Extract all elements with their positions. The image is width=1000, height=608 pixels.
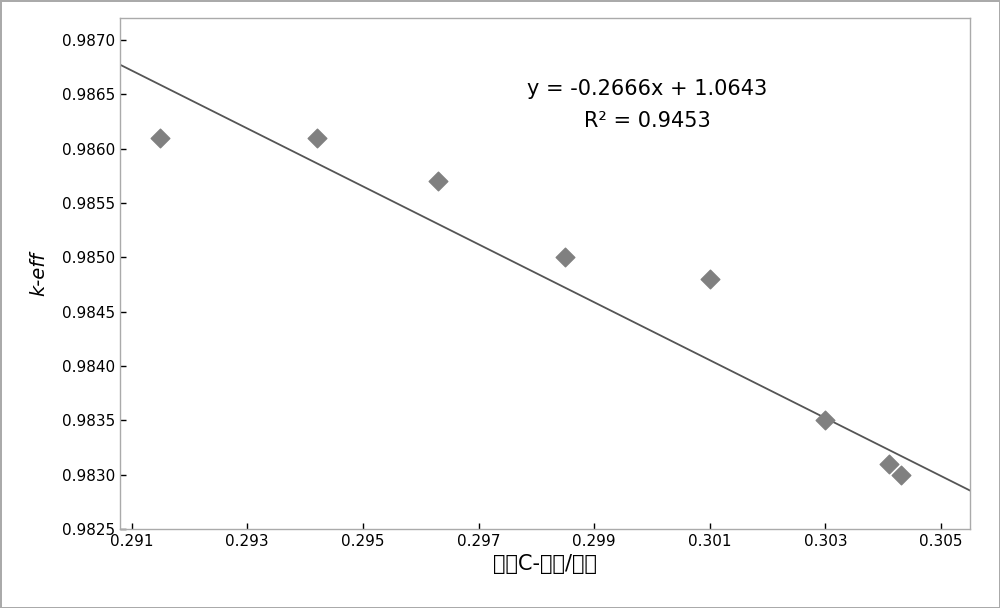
Point xyxy=(702,274,718,284)
X-axis label: 比値C-下台/上台: 比値C-下台/上台 xyxy=(493,554,597,575)
Point xyxy=(893,470,909,480)
Text: y = -0.2666x + 1.0643
R² = 0.9453: y = -0.2666x + 1.0643 R² = 0.9453 xyxy=(527,78,767,131)
Point xyxy=(309,133,325,143)
Point xyxy=(557,252,573,262)
Point xyxy=(152,133,168,143)
Point xyxy=(817,415,833,425)
Point xyxy=(430,176,446,186)
Point xyxy=(881,459,897,469)
Y-axis label: k-eff: k-eff xyxy=(29,252,48,295)
